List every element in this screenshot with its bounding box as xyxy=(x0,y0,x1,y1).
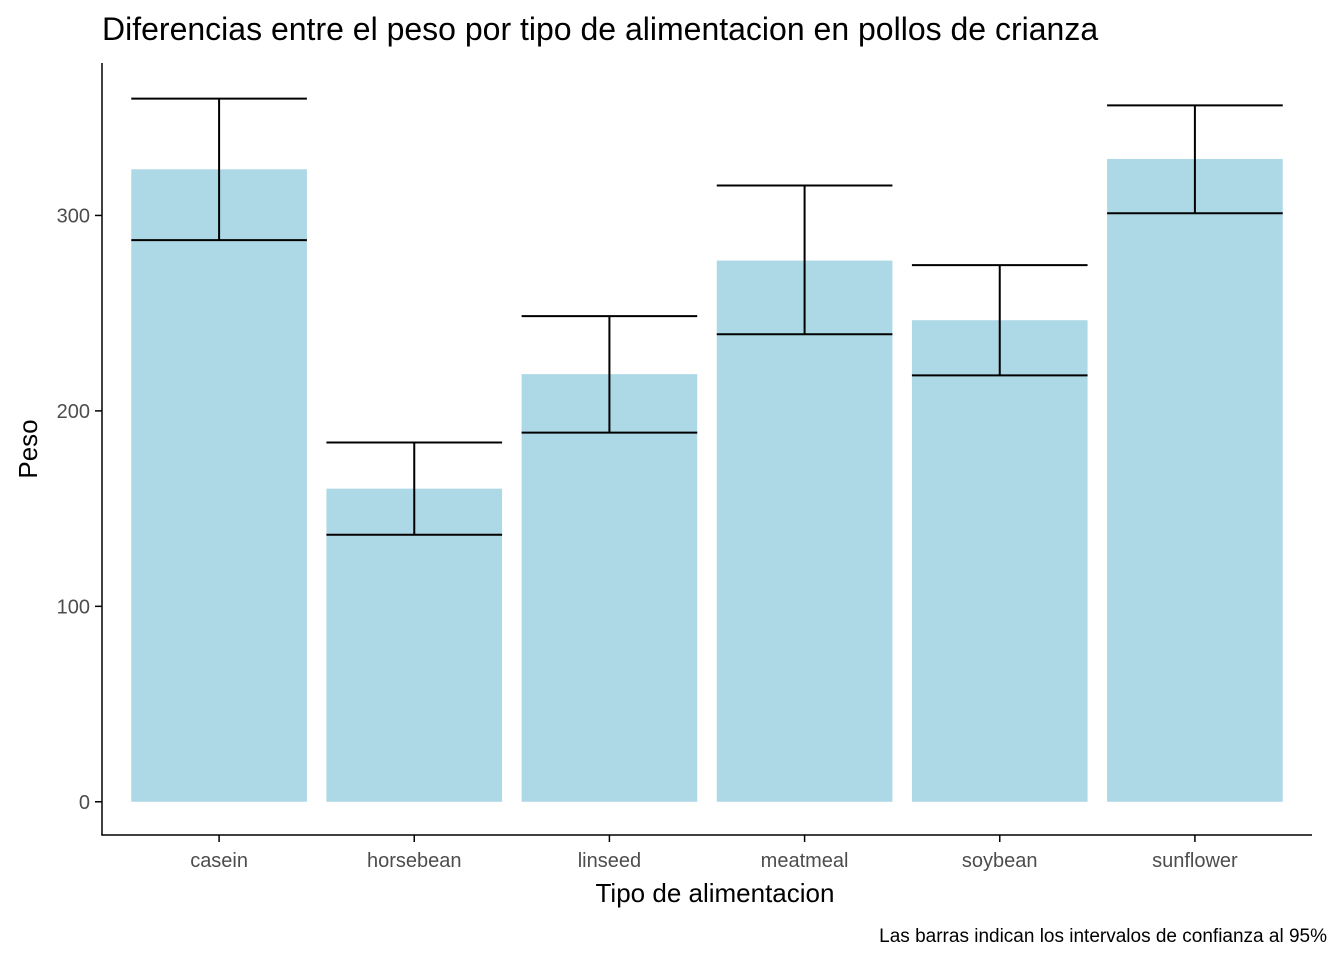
bar-soybean xyxy=(911,320,1088,802)
y-ticks-group: 0 100 200 300 xyxy=(57,205,102,814)
y-tick-label: 300 xyxy=(57,205,90,227)
x-tick-label: soybean xyxy=(962,850,1038,872)
chart-caption: Las barras indican los intervalos de con… xyxy=(879,926,1327,947)
bars-group xyxy=(131,158,1283,802)
axes-group xyxy=(101,63,1312,836)
x-tick-label: horsebean xyxy=(367,850,462,872)
bar-sunflower xyxy=(1107,158,1283,802)
chart-title: Diferencias entre el peso por tipo de al… xyxy=(102,11,1098,47)
errorbars-group xyxy=(131,97,1283,536)
errorbar-sunflower xyxy=(1107,104,1283,215)
errorbar-soybean xyxy=(911,264,1088,377)
bar-casein xyxy=(131,169,307,802)
errorbar-linseed xyxy=(521,315,698,434)
errorbar-horsebean xyxy=(326,441,503,536)
x-tick-label: meatmeal xyxy=(761,850,849,872)
errorbar-casein xyxy=(131,97,307,242)
x-tick-label: casein xyxy=(190,850,248,872)
errorbar-meatmeal xyxy=(716,184,893,336)
bar-horsebean xyxy=(326,488,503,802)
y-axis-title: Peso xyxy=(13,419,43,478)
y-tick-label: 0 xyxy=(79,792,90,814)
x-tick-label: linseed xyxy=(578,850,641,872)
bar-linseed xyxy=(521,374,698,802)
x-axis-title: Tipo de alimentacion xyxy=(596,878,835,908)
y-tick-label: 200 xyxy=(57,401,90,423)
x-tick-label: sunflower xyxy=(1152,850,1238,872)
x-ticks-group: casein horsebean linseed meatmeal soybean sun… xyxy=(190,835,1238,872)
y-tick-label: 100 xyxy=(57,596,90,618)
bar-meatmeal xyxy=(716,260,893,802)
